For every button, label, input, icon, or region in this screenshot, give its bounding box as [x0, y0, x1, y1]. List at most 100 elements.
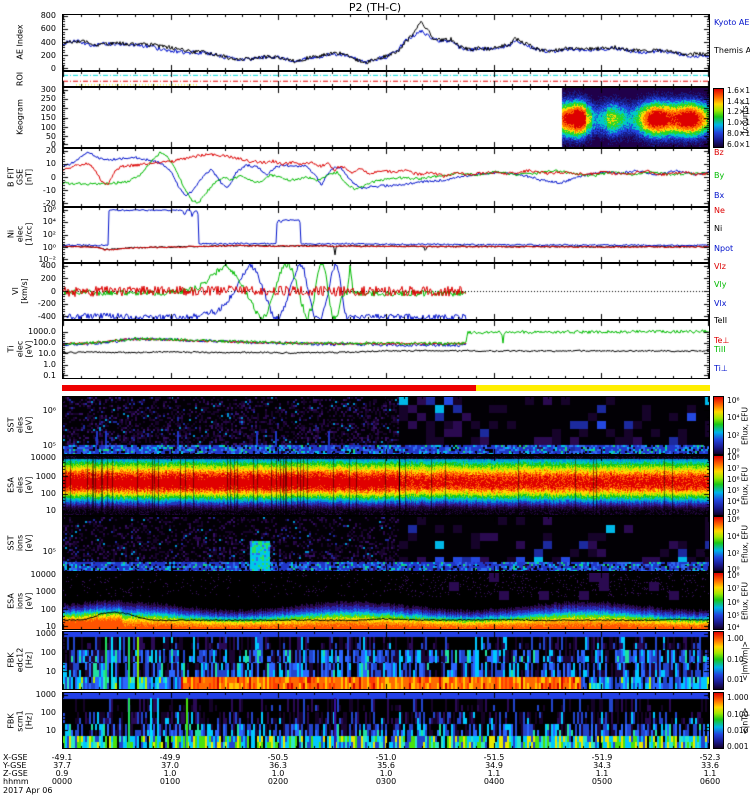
ytick-label: 200 [40, 103, 56, 113]
ytick-label: 10.0 [38, 349, 56, 359]
legend-label: Npot [714, 244, 734, 253]
ytick-label: 10⁶ [42, 405, 56, 415]
bottom-axis-value: -49.9 [159, 753, 181, 762]
colorbar [713, 455, 724, 516]
colorbar [713, 572, 724, 630]
bottom-axis-value: 0.9 [55, 769, 69, 778]
colorbar-tick: 10⁴ [727, 532, 740, 542]
panel-bfit [62, 148, 710, 207]
colorbar-tick: 0.010 [727, 726, 749, 736]
panel-canvas-sst_e [63, 397, 709, 454]
ytick-label: 1000 [35, 471, 56, 481]
ytick-label: 10 [45, 159, 56, 169]
ytick-label: 10000 [30, 453, 56, 463]
colorbar-tick: 10⁴ [727, 413, 740, 423]
axis-title: B FIT GSE [nT] [6, 167, 34, 187]
axis-title: FBK edc12 [Hz] [6, 647, 34, 673]
bottom-axis-row-label: X-GSE [3, 753, 28, 762]
bottom-axis-value: 34.3 [593, 761, 611, 770]
bottom-axis-value: 0400 [483, 777, 505, 786]
bottom-axis-value: 0100 [159, 777, 181, 786]
colorbar-tick: 10² [727, 548, 740, 558]
colorbar-tick: 10⁶ [727, 515, 740, 525]
axis-title: AE Index [15, 24, 25, 60]
panel-canvas-sst_i [63, 517, 709, 571]
colorbar-tick: 1.6×10⁴ [727, 85, 750, 95]
legend-label: Vly [714, 280, 727, 289]
axis-title: ESA eles [eV] [6, 476, 34, 494]
ytick-label: -20 [42, 199, 56, 209]
legend-label: Ti⊥ [714, 364, 728, 373]
ytick-label: 1000 [35, 629, 56, 639]
panel-canvas-fbk_e [63, 632, 709, 689]
ytick-label: 10 [45, 506, 56, 516]
legend-label: Vlz [714, 262, 726, 271]
panel-ni [62, 207, 710, 263]
colorbar [713, 692, 724, 749]
axis-title: Ti elec [eV] [6, 340, 34, 358]
colorbar-tick: 10⁷ [727, 464, 740, 474]
mode-strip-segment [62, 385, 477, 391]
bottom-axis-value: 34.9 [485, 761, 503, 770]
ytick-label: 10⁵ [42, 547, 56, 557]
legend-label: TiII [714, 345, 726, 354]
bottom-axis-row-label: Y-GSE [3, 761, 27, 770]
legend-label: Ne [714, 206, 725, 215]
colorbar-unit: <|mV/m|> [740, 640, 750, 681]
mode-strip [62, 385, 710, 391]
colorbar-tick: 0.10 [727, 654, 744, 664]
ytick-label: 600 [40, 24, 56, 34]
ytick-label: -10 [42, 185, 56, 195]
bottom-axis-value: 1.0 [271, 769, 285, 778]
panel-canvas-fbk_b [63, 693, 709, 748]
ytick-label: 100 [40, 122, 56, 132]
colorbar-tick: 0.100 [727, 709, 749, 719]
ytick-label: 200 [40, 50, 56, 60]
ytick-label: 800 [40, 11, 56, 21]
panel-ti [62, 320, 710, 379]
colorbar-tick: 10⁶ [727, 475, 740, 485]
axis-title: Keogram [15, 99, 25, 135]
ytick-label: 100 [40, 648, 56, 658]
ytick-label: 10⁰ [42, 242, 56, 252]
ytick-label: 1000 [35, 587, 56, 597]
bottom-axis-value: 1.0 [379, 769, 393, 778]
panel-canvas-keogram [63, 88, 709, 147]
bottom-axis-value: 37.0 [161, 761, 179, 770]
colorbar-tick: 1.0×10⁴ [727, 118, 750, 128]
ytick-label: 0.1 [43, 371, 56, 381]
date-label: 2017 Apr 06 [3, 786, 53, 795]
ytick-label: 1000 [35, 690, 56, 700]
panel-ae [62, 14, 710, 71]
panel-esa_i [62, 572, 710, 630]
bottom-axis-value: 0600 [699, 777, 721, 786]
bottom-axis-value: -50.5 [267, 753, 289, 762]
bottom-axis-value: 1.1 [595, 769, 609, 778]
legend-label: Bx [714, 191, 725, 200]
panel-fbk_b [62, 692, 710, 749]
axis-title: SST ions [eV] [6, 534, 34, 552]
colorbar [713, 396, 724, 455]
legend-label: Ni [714, 224, 723, 233]
ytick-label: 10⁵ [42, 441, 56, 451]
bottom-axis-value: -49.1 [51, 753, 73, 762]
colorbar-tick: 10⁶ [727, 395, 740, 405]
colorbar-unit: [counts] [740, 102, 750, 134]
panel-canvas-esa_i [63, 573, 709, 629]
panel-keogram [62, 87, 710, 148]
colorbar-tick: 10⁰ [727, 564, 740, 574]
bottom-axis-value: -51.5 [483, 753, 505, 762]
bottom-axis-row-label: Z-GSE [3, 769, 28, 778]
colorbar-tick: 10⁷ [727, 584, 740, 594]
bottom-axis-value: 36.3 [269, 761, 287, 770]
colorbar-tick: 10⁸ [727, 570, 740, 580]
colorbar-unit: Eflux, EFU [740, 525, 750, 563]
panel-canvas-ae [63, 15, 709, 70]
bottom-axis-value: 1.1 [703, 769, 717, 778]
ytick-label: 200 [40, 273, 56, 283]
ytick-label: 10⁴ [42, 217, 56, 227]
bottom-axis-row-label: hhmm [3, 777, 29, 786]
panel-vl [62, 263, 710, 320]
bottom-axis-value: 0300 [375, 777, 397, 786]
bottom-axis-value: 37.7 [53, 761, 71, 770]
